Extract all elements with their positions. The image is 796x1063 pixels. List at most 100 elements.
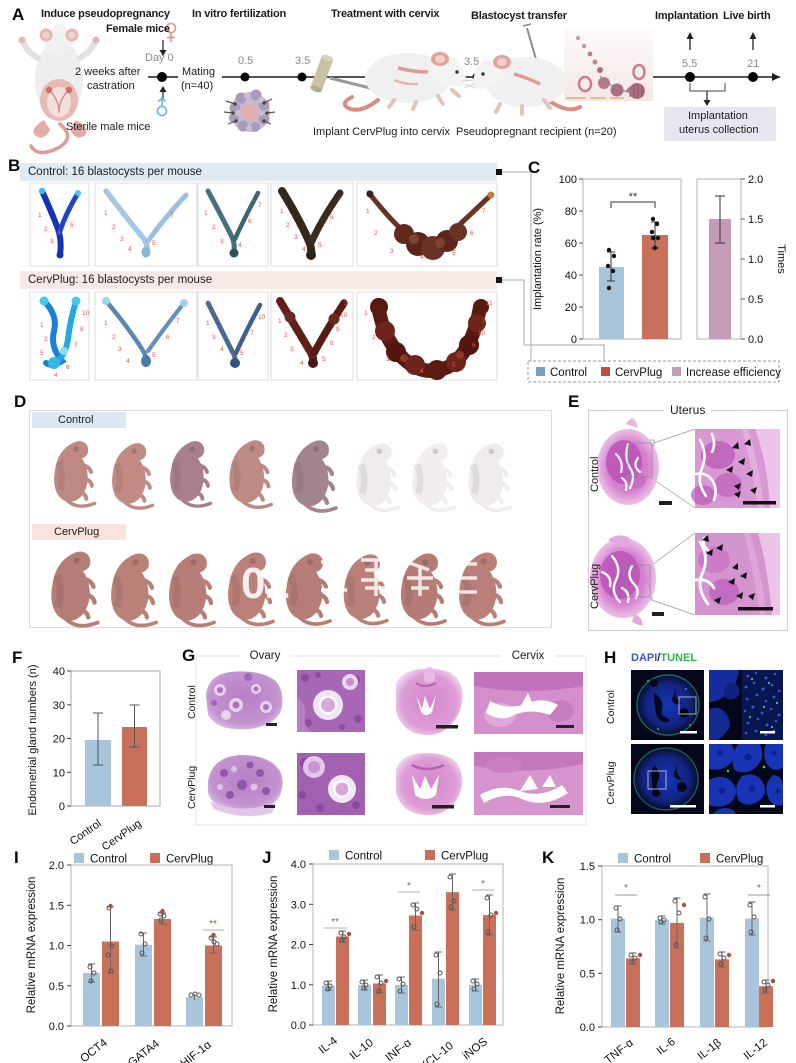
svg-text:0: 0 — [59, 801, 65, 813]
svg-text:30: 30 — [53, 700, 65, 712]
svg-text:6: 6 — [248, 218, 252, 225]
svg-text:*: * — [624, 883, 628, 894]
svg-text:0.0: 0.0 — [49, 1021, 64, 1033]
svg-text:1: 1 — [38, 212, 42, 219]
svg-text:2: 2 — [344, 300, 348, 307]
svg-text:5: 5 — [40, 350, 44, 357]
svg-text:7: 7 — [176, 318, 180, 325]
svg-text:CervPlug: CervPlug — [716, 854, 763, 866]
svg-text:Increase efficiency: Increase efficiency — [686, 367, 781, 379]
svg-text:5: 5 — [240, 350, 244, 357]
svg-text:80: 80 — [565, 206, 577, 218]
svg-text:20: 20 — [565, 302, 577, 314]
svg-text:Relative mRNA expression: Relative mRNA expression — [268, 876, 280, 1013]
svg-text:1.5: 1.5 — [49, 900, 64, 912]
svg-text:3: 3 — [294, 234, 298, 241]
svg-text:0.5: 0.5 — [748, 294, 763, 306]
svg-text:0: 0 — [571, 334, 577, 346]
svg-text:4: 4 — [57, 230, 61, 237]
svg-text:5: 5 — [452, 250, 456, 257]
svg-text:4: 4 — [238, 242, 242, 249]
svg-text:8: 8 — [80, 326, 84, 333]
svg-text:7: 7 — [258, 202, 262, 209]
svg-text:4: 4 — [220, 346, 224, 353]
svg-text:10: 10 — [258, 314, 266, 321]
svg-text:2: 2 — [112, 224, 116, 231]
svg-text:100: 100 — [559, 174, 577, 186]
svg-text:3.0: 3.0 — [291, 899, 306, 911]
svg-text:10: 10 — [82, 310, 90, 317]
svg-text:CXCL-10: CXCL-10 — [411, 1040, 456, 1063]
svg-text:1: 1 — [104, 210, 108, 217]
svg-text:Times: Times — [775, 244, 787, 274]
svg-text:6: 6 — [330, 214, 334, 221]
svg-text:2: 2 — [212, 224, 216, 231]
svg-text:Ovary: Ovary — [250, 650, 281, 662]
svg-text:Control: Control — [90, 854, 127, 866]
svg-text:3: 3 — [390, 248, 394, 255]
svg-text:3: 3 — [290, 346, 294, 353]
svg-text:0.5: 0.5 — [49, 981, 64, 993]
svg-text:GATA4: GATA4 — [126, 1038, 162, 1063]
svg-text:3: 3 — [212, 334, 216, 341]
svg-text:2: 2 — [284, 332, 288, 339]
svg-text:3: 3 — [386, 356, 390, 363]
svg-text:3: 3 — [50, 238, 54, 245]
svg-text:2: 2 — [44, 226, 48, 233]
svg-text:10: 10 — [478, 330, 486, 337]
svg-text:3: 3 — [120, 236, 124, 243]
svg-text:1.5: 1.5 — [748, 214, 763, 226]
svg-text:7: 7 — [482, 318, 486, 325]
svg-text:3: 3 — [118, 346, 122, 353]
svg-text:*: * — [407, 881, 411, 892]
svg-text:OCT4: OCT4 — [78, 1037, 110, 1063]
svg-text:5: 5 — [452, 362, 456, 369]
svg-text:1: 1 — [40, 322, 44, 329]
svg-text:**: ** — [629, 191, 638, 203]
svg-text:TNF-α: TNF-α — [603, 1037, 637, 1063]
svg-text:1: 1 — [204, 210, 208, 217]
svg-text:1: 1 — [206, 320, 210, 327]
svg-text:7: 7 — [74, 342, 78, 349]
svg-text:4: 4 — [54, 372, 58, 379]
svg-text:4: 4 — [302, 246, 306, 253]
svg-text:1: 1 — [104, 320, 108, 327]
svg-text:7: 7 — [170, 212, 174, 219]
svg-text:INF-α: INF-α — [384, 1037, 415, 1063]
svg-text:CervPlug: CervPlug — [605, 761, 617, 804]
svg-text:5: 5 — [318, 242, 322, 249]
svg-text:1.0: 1.0 — [748, 254, 763, 266]
svg-text:2: 2 — [286, 222, 290, 229]
svg-text:IL-6: IL-6 — [655, 1036, 678, 1058]
svg-text:10: 10 — [340, 312, 348, 319]
svg-text:6: 6 — [330, 340, 334, 347]
svg-text:4: 4 — [300, 360, 304, 367]
svg-text:IL-1β: IL-1β — [696, 1037, 725, 1063]
svg-text:1: 1 — [366, 208, 370, 215]
svg-text:5: 5 — [152, 352, 156, 359]
svg-text:2.0: 2.0 — [49, 860, 64, 872]
svg-text:Implantation rate (%): Implantation rate (%) — [532, 208, 544, 310]
svg-text:0.5: 0.5 — [580, 968, 595, 980]
svg-text:5: 5 — [70, 222, 74, 229]
svg-text:1.5: 1.5 — [580, 861, 595, 873]
svg-text:IL-4: IL-4 — [317, 1035, 340, 1057]
svg-text:6: 6 — [166, 334, 170, 341]
svg-text:40: 40 — [565, 270, 577, 282]
svg-text:IL-12: IL-12 — [742, 1037, 770, 1063]
svg-text:02: 02 — [241, 559, 290, 608]
svg-text:*: * — [481, 879, 485, 890]
svg-text:iNOS: iNOS — [461, 1036, 490, 1063]
svg-text:2.0: 2.0 — [748, 174, 763, 186]
svg-text:2: 2 — [44, 336, 48, 343]
svg-text:4: 4 — [420, 368, 424, 375]
svg-text:5: 5 — [152, 240, 156, 247]
svg-text:2.0: 2.0 — [291, 940, 306, 952]
svg-text:7: 7 — [250, 330, 254, 337]
svg-text:Relative mRNA expression: Relative mRNA expression — [555, 878, 567, 1015]
svg-text:Cervix: Cervix — [512, 650, 545, 662]
svg-text:4: 4 — [128, 246, 132, 253]
svg-text:10: 10 — [53, 767, 65, 779]
svg-text:Control: Control — [68, 818, 104, 848]
svg-text:40: 40 — [53, 666, 65, 678]
